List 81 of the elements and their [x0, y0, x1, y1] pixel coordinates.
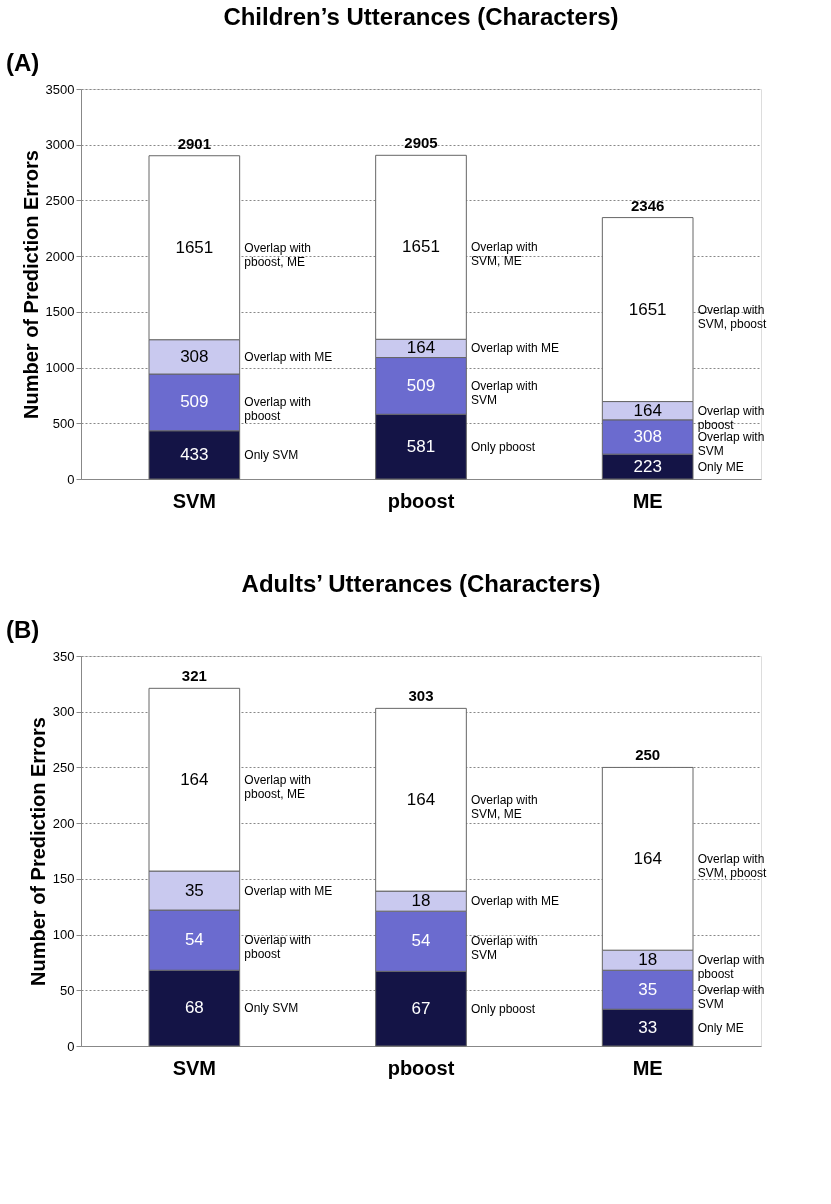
annotation: Overlap with SVM, ME: [471, 792, 538, 821]
data-label: 68: [184, 998, 204, 1018]
data-label: 509: [180, 392, 209, 412]
total-label: 303: [408, 687, 434, 705]
annotation: Overlap with SVM, ME: [471, 240, 538, 269]
data-label: 18: [411, 891, 431, 911]
annotation: Only pboost: [471, 1001, 536, 1016]
y-tick-label: 50: [60, 982, 75, 998]
data-label: 308: [180, 346, 209, 366]
data-label: 164: [406, 338, 436, 358]
annotation: Only pboost: [471, 439, 536, 454]
annotation: Only SVM: [244, 447, 299, 462]
x-tick-label: ME: [632, 1056, 663, 1079]
annotation: Overlap with pboost, ME: [244, 772, 312, 801]
data-label: 67: [411, 998, 431, 1018]
annotation: Overlap with SVM: [471, 378, 538, 407]
data-label: 1651: [628, 299, 667, 319]
data-label: 35: [638, 979, 658, 999]
annotation: Overlap with SVM, pboost: [697, 851, 768, 880]
data-label: 509: [406, 375, 436, 395]
annotation: Overlap with ME: [471, 341, 560, 356]
x-tick-label: SVM: [172, 1056, 217, 1079]
y-tick-label: 300: [52, 704, 75, 720]
data-label: 164: [633, 400, 662, 420]
data-label: 54: [184, 930, 204, 950]
annotation: Overlap with ME: [471, 894, 560, 909]
data-label: 1651: [175, 237, 214, 257]
y-tick-label: 3500: [45, 81, 75, 97]
annotation: Overlap with pboost, ME: [244, 240, 312, 269]
y-tick-label: 500: [52, 415, 75, 431]
data-label: 581: [406, 436, 436, 456]
y-tick-label: 100: [52, 927, 75, 943]
y-tick-label: 1500: [45, 304, 75, 320]
total-label: 2901: [177, 134, 212, 152]
annotation: Overlap with pboost: [244, 933, 312, 962]
annotation: Overlap with SVM, pboost: [697, 302, 768, 331]
total-label: 2346: [630, 196, 665, 214]
annotation: Overlap with ME: [244, 349, 333, 364]
data-label: 18: [638, 950, 658, 970]
x-tick-label: ME: [632, 489, 663, 512]
x-tick-label: pboost: [387, 1056, 455, 1079]
data-label: 35: [184, 880, 204, 900]
data-label: 33: [638, 1017, 658, 1037]
data-label: 164: [180, 769, 209, 789]
annotation: Only ME: [697, 459, 744, 474]
data-label: 223: [633, 456, 662, 476]
x-tick-label: SVM: [172, 489, 217, 512]
y-tick-label: 3000: [45, 137, 75, 153]
y-tick-label: 1000: [45, 360, 75, 376]
annotation: Overlap with SVM: [471, 934, 538, 963]
data-label: 164: [633, 848, 662, 868]
y-tick-label: 2000: [45, 248, 75, 264]
y-axis-title: Number of Prediction Errors: [19, 150, 42, 419]
y-tick-label: 0: [67, 471, 75, 487]
total-label: 250: [635, 746, 661, 764]
annotation: Overlap with pboost: [697, 403, 765, 432]
y-tick-label: 2500: [45, 192, 75, 208]
data-label: 164: [406, 789, 436, 809]
y-tick-label: 200: [52, 815, 75, 831]
annotation: Overlap with SVM: [697, 982, 765, 1011]
chart-title: Children’s Utterances (Characters): [223, 3, 619, 30]
annotation: Only ME: [697, 1020, 744, 1035]
annotation: Overlap with ME: [244, 883, 333, 898]
data-label: 308: [633, 426, 662, 446]
data-label: 1651: [402, 237, 440, 257]
data-label: 54: [411, 931, 431, 951]
annotation: Overlap with pboost: [697, 953, 765, 982]
y-tick-label: 150: [52, 871, 75, 887]
annotation: Only SVM: [244, 1001, 299, 1016]
annotation: Overlap with pboost: [244, 395, 312, 424]
y-axis-title: Number of Prediction Errors: [26, 717, 49, 986]
y-tick-label: 0: [67, 1038, 75, 1054]
total-label: 321: [181, 667, 207, 685]
total-label: 2905: [404, 134, 438, 152]
chart-title: Adults’ Utterances (Characters): [241, 570, 601, 597]
text: (B): [6, 616, 40, 643]
data-label: 433: [180, 444, 209, 464]
y-tick-label: 350: [52, 648, 75, 664]
y-tick-label: 250: [52, 759, 75, 775]
text: (A): [6, 49, 40, 76]
x-tick-label: pboost: [387, 489, 455, 512]
